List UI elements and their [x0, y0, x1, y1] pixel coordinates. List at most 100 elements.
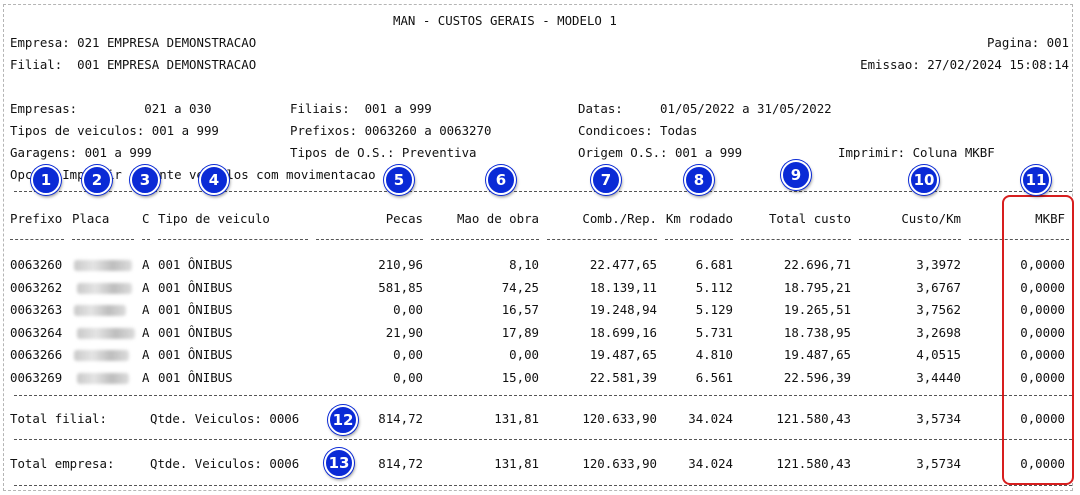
- separator-line: [14, 439, 1072, 440]
- cell-mao: 17,89: [501, 324, 539, 340]
- annotation-badge-5: 5: [384, 165, 414, 195]
- col-pecas: Pecas: [385, 211, 423, 226]
- header-filial: Filial: 001 EMPRESA DEMONSTRACAO: [10, 57, 257, 72]
- cell-custo-km: 3,7562: [916, 302, 961, 317]
- filter-filiais: Filiais: 001 a 999: [290, 101, 432, 116]
- cell-tipo: 001 ÔNIBUS: [158, 369, 233, 385]
- separator-line: [14, 191, 1072, 192]
- cell-c: A: [142, 324, 150, 340]
- cell-prefixo: 0063262: [10, 279, 63, 295]
- filter-empresas: Empresas: 021 a 030: [10, 101, 212, 116]
- annotation-badge-2: 2: [82, 165, 112, 195]
- annotation-badge-9: 9: [781, 160, 811, 190]
- annotation-badge-6: 6: [486, 165, 516, 195]
- cell-total: 22.696,71: [783, 257, 851, 272]
- cell-comb: 19.248,94: [589, 302, 657, 317]
- cell-pecas: 0,00: [393, 347, 423, 362]
- col-prefixo: Prefixo: [10, 211, 63, 226]
- cell-tipo: 001 ÔNIBUS: [158, 257, 233, 272]
- cell-tipo: 001 ÔNIBUS: [158, 347, 233, 362]
- redacted-placa: [74, 350, 129, 361]
- col-mao-obra: Mao de obra: [456, 211, 539, 226]
- cell-tipo: 001 ÔNIBUS: [158, 279, 233, 295]
- underline-mao: [431, 239, 539, 240]
- cell-pecas: 581,85: [378, 279, 423, 295]
- filter-tipos-veiculos: Tipos de veiculos: 001 a 999: [10, 123, 219, 138]
- col-tipo-veiculo: Tipo de veiculo: [158, 211, 270, 226]
- redacted-placa: [77, 282, 132, 294]
- col-km-rodado: Km rodado: [665, 211, 733, 226]
- cell-prefixo: 0063266: [10, 347, 63, 362]
- total-empresa-mao: 131,81: [494, 456, 539, 471]
- cell-c: A: [142, 302, 150, 317]
- filter-datas: Datas: 01/05/2022 a 31/05/2022: [578, 101, 832, 116]
- total-empresa-km: 34.024: [688, 456, 733, 471]
- header-pagina: Pagina: 001: [986, 35, 1069, 50]
- cell-mao: 15,00: [501, 369, 539, 385]
- total-filial-qtde: Qtde. Veiculos: 0006: [150, 411, 300, 426]
- filter-imprimir: Imprimir: Coluna MKBF: [838, 145, 995, 160]
- underline-comb: [547, 239, 657, 240]
- total-filial-total: 121.580,43: [776, 411, 851, 426]
- cell-c: A: [142, 369, 150, 385]
- filter-garagens: Garagens: 001 a 999: [10, 145, 152, 160]
- cell-c: A: [142, 347, 150, 362]
- cell-mkbf: 0,0000: [1020, 257, 1065, 272]
- underline-placa: [72, 239, 134, 240]
- cell-km: 5.731: [695, 324, 733, 340]
- cell-prefixo: 0063269: [10, 369, 63, 385]
- total-filial-mao: 131,81: [494, 411, 539, 426]
- cell-mao: 16,57: [501, 302, 539, 317]
- redacted-placa: [74, 260, 132, 271]
- annotation-badge-7: 7: [591, 165, 621, 195]
- total-filial-pecas: 814,72: [378, 411, 423, 426]
- underline-mkbf: [969, 239, 1069, 240]
- total-filial-custo-km: 3,5734: [916, 411, 961, 426]
- total-empresa-mkbf: 0,0000: [1020, 456, 1065, 471]
- cell-custo-km: 3,6767: [916, 279, 961, 295]
- cell-prefixo: 0063264: [10, 324, 63, 340]
- col-mkbf: MKBF: [1035, 211, 1065, 226]
- annotation-badge-4: 4: [199, 165, 229, 195]
- cell-comb: 22.581,39: [589, 369, 657, 385]
- cell-prefixo: 0063260: [10, 257, 63, 272]
- cell-comb: 18.139,11: [589, 279, 657, 295]
- annotation-badge-12: 12: [328, 405, 358, 435]
- col-custo-km: Custo/Km: [901, 211, 961, 226]
- cell-mkbf: 0,0000: [1020, 302, 1065, 317]
- cell-km: 4.810: [695, 347, 733, 362]
- underline-custo: [859, 239, 961, 240]
- cell-km: 5.112: [695, 279, 733, 295]
- filter-origem-os: Origem O.S.: 001 a 999: [578, 145, 743, 160]
- cell-total: 18.795,21: [783, 279, 851, 295]
- col-comb-rep: Comb./Rep.: [582, 211, 657, 226]
- cell-tipo: 001 ÔNIBUS: [158, 324, 233, 340]
- annotation-badge-11: 11: [1021, 165, 1051, 195]
- report-title: MAN - CUSTOS GERAIS - MODELO 1: [393, 13, 617, 28]
- cell-c: A: [142, 257, 150, 272]
- cell-custo-km: 3,2698: [916, 324, 961, 340]
- cell-mkbf: 0,0000: [1020, 347, 1065, 362]
- cell-mao: 74,25: [501, 279, 539, 295]
- cell-total: 19.487,65: [783, 347, 851, 362]
- cell-km: 6.561: [695, 369, 733, 385]
- cell-km: 6.681: [695, 257, 733, 272]
- cell-km: 5.129: [695, 302, 733, 317]
- cell-custo-km: 3,3972: [916, 257, 961, 272]
- cell-custo-km: 3,4440: [916, 369, 961, 385]
- filter-opcao: Opcao: Imprimir somente veiculos com mov…: [10, 167, 376, 182]
- mkbf-highlight-box: [1002, 195, 1074, 485]
- cell-tipo: 001 ÔNIBUS: [158, 302, 233, 317]
- cell-mkbf: 0,0000: [1020, 369, 1065, 385]
- total-empresa-label: Total empresa:: [10, 456, 115, 471]
- redacted-placa: [77, 372, 129, 384]
- annotation-badge-10: 10: [909, 165, 939, 195]
- underline-total: [741, 239, 851, 240]
- cell-mkbf: 0,0000: [1020, 279, 1065, 295]
- separator-line: [14, 485, 1072, 486]
- total-filial-comb: 120.633,90: [582, 411, 657, 426]
- underline-pecas: [316, 239, 423, 240]
- total-empresa-total: 121.580,43: [776, 456, 851, 471]
- total-filial-mkbf: 0,0000: [1020, 411, 1065, 426]
- col-total-custo: Total custo: [768, 211, 851, 226]
